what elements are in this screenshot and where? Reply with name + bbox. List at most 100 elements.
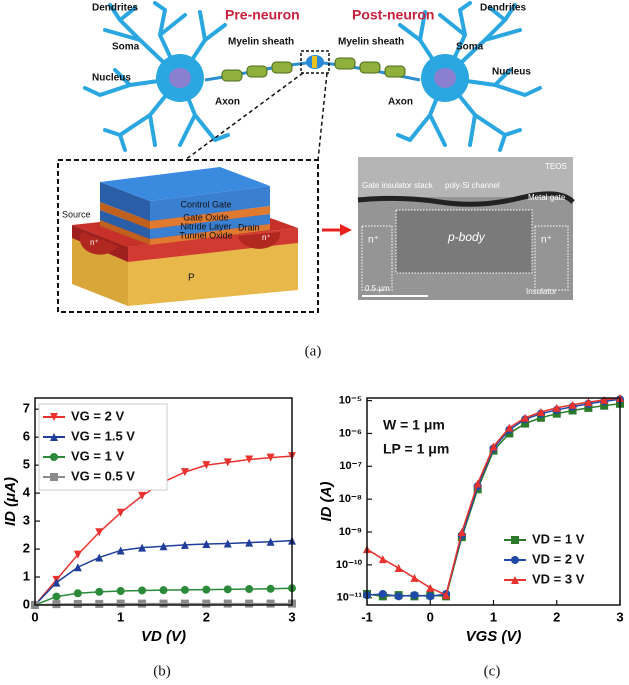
legend-label[interactable]: VD = 2 V: [532, 551, 585, 566]
sem-body: [396, 210, 532, 273]
label: poly-Si channel: [445, 181, 500, 190]
marker: [600, 395, 609, 404]
label: Nucleus: [92, 73, 131, 84]
label: Tunnel Oxide: [179, 230, 232, 240]
marker: [223, 599, 232, 608]
gate-layer: [100, 210, 150, 239]
legend-marker: [50, 473, 58, 481]
gate-layer: [150, 206, 270, 229]
marker: [426, 592, 435, 601]
sem-teos: [358, 157, 573, 197]
label: Dendrites: [480, 3, 527, 14]
myelin-segments: [221, 57, 406, 82]
marker: [223, 585, 232, 594]
legend-label[interactable]: VG = 0.5 V: [71, 468, 135, 483]
plot-frame: [34, 397, 293, 606]
caption: (c): [484, 663, 501, 679]
legend-label[interactable]: VD = 1 V: [532, 531, 585, 546]
marker: [410, 573, 419, 582]
series-line: [34, 539, 293, 606]
marker: [73, 589, 82, 598]
marker: [521, 413, 530, 422]
marker: [245, 538, 254, 547]
y-tick-label: 6: [23, 429, 30, 444]
sem-regions: [361, 209, 569, 291]
label: Insulator: [526, 287, 557, 296]
device-box: [57, 159, 319, 313]
marker: [223, 458, 232, 467]
label: n⁺: [90, 238, 99, 247]
marker: [552, 403, 561, 412]
y-tick-label: 2: [23, 540, 30, 555]
marker: [536, 407, 545, 416]
x-tick-label: 2: [203, 609, 210, 624]
neuron-diagram: Dendrites Pre-neuron Soma Nucleus Myelin…: [57, 1, 575, 313]
marker: [180, 585, 189, 594]
zoom-line: [184, 72, 304, 161]
marker: [600, 401, 609, 410]
left-nucleus: [169, 68, 191, 88]
marker: [202, 585, 211, 594]
marker: [180, 468, 189, 477]
marker: [202, 540, 211, 549]
arrow-head: [340, 224, 352, 236]
legend-marker: [511, 576, 519, 584]
legend-label[interactable]: VG = 1.5 V: [71, 428, 135, 443]
label: Nitride Layer: [180, 221, 231, 231]
y-tick-label: 4: [23, 485, 31, 500]
marker: [505, 423, 514, 432]
legend-marker: [511, 536, 519, 544]
gate-layer: [150, 186, 270, 221]
marker: [95, 553, 104, 562]
caption: (b): [153, 663, 171, 679]
legend-marker: [50, 433, 58, 441]
y-tick-label: 0: [23, 596, 30, 611]
legend-label[interactable]: VD = 3 V: [532, 571, 585, 586]
x-axis-label: VGS (V): [466, 628, 522, 645]
x-axis-label: VD (V): [141, 628, 186, 645]
label: Soma: [112, 42, 140, 53]
legend-marker: [50, 413, 58, 421]
marker: [245, 585, 254, 594]
y-tick-label: 3: [23, 513, 30, 528]
left-dendrites: [83, 1, 230, 152]
gate-top: [100, 167, 270, 201]
marker: [138, 543, 147, 552]
label: Source: [62, 209, 91, 219]
marker: [116, 599, 125, 608]
marker: [52, 600, 61, 609]
marker: [116, 546, 125, 555]
y-tick-label: 5: [23, 457, 30, 472]
label: n⁺: [368, 235, 379, 246]
y-tick-label: 10⁻⁹: [339, 526, 362, 538]
marker: [73, 599, 82, 608]
label: Dendrites: [92, 3, 139, 14]
label: 0.5 μm: [365, 284, 390, 293]
marker: [473, 479, 482, 488]
synapse-core: [312, 56, 317, 68]
legend-marker: [511, 556, 519, 564]
sem-gate: [357, 191, 575, 207]
x-tick-label: 3: [616, 609, 623, 624]
marker: [159, 599, 168, 608]
label: P: [188, 273, 195, 284]
gate-layer: [100, 182, 150, 221]
marker: [52, 578, 61, 587]
right-nucleus: [434, 68, 456, 88]
annotation: W = 1 μm: [383, 417, 445, 433]
label: TEOS: [545, 162, 567, 171]
legend-label[interactable]: VG = 1 V: [71, 448, 124, 463]
x-tick-label: 2: [553, 609, 560, 624]
gate-layer: [100, 220, 150, 245]
marker: [584, 403, 593, 412]
marker: [378, 555, 387, 564]
marker: [95, 528, 104, 537]
label: p-body: [447, 230, 486, 244]
y-tick-label: 10⁻¹¹: [337, 592, 363, 604]
marker: [159, 542, 168, 551]
y-tick-label: 10⁻⁵: [339, 395, 362, 407]
legend-label[interactable]: VG = 2 V: [71, 408, 124, 423]
x-tick-label: -1: [361, 609, 373, 624]
marker: [584, 398, 593, 407]
